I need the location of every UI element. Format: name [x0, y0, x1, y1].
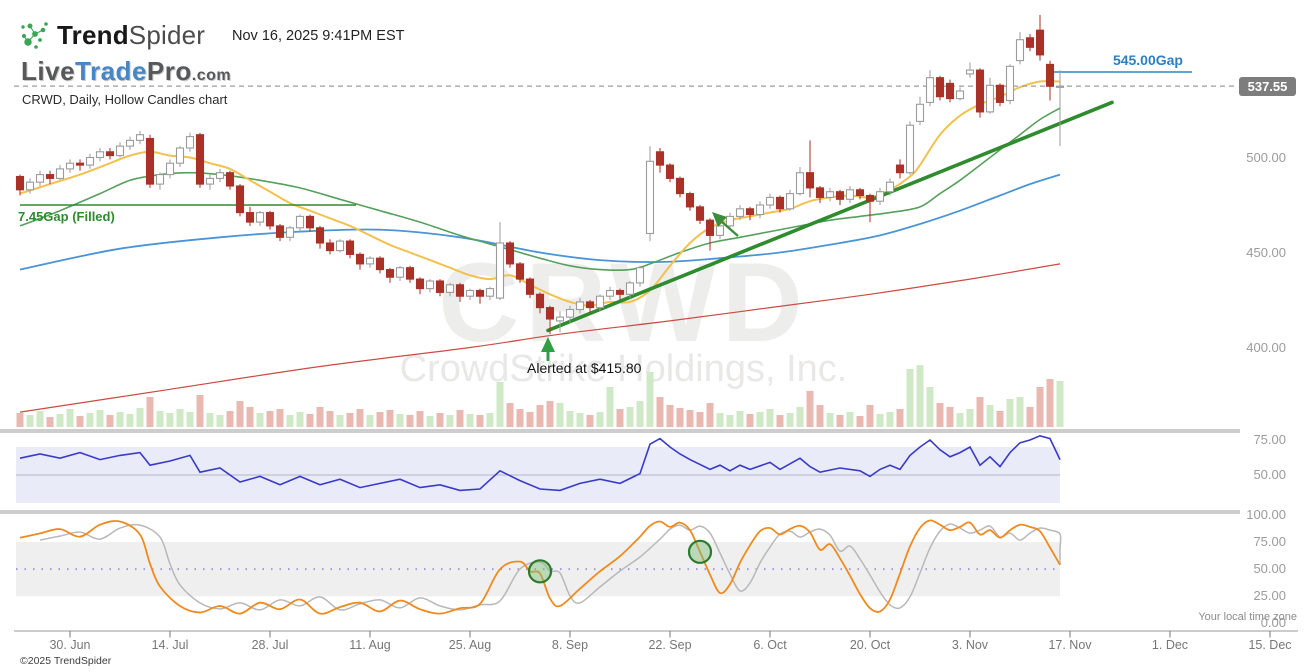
ma-mid-line: [19, 173, 1061, 271]
x-axis-label: 8. Sep: [551, 638, 589, 652]
livetradepro-logo: LiveTradePro.com: [21, 56, 231, 87]
alert-annotation: Alerted at $415.80: [527, 360, 642, 376]
x-axis-label: 15. Dec: [1248, 638, 1292, 652]
chart-timestamp: Nov 16, 2025 9:41PM EST: [232, 28, 405, 44]
axis-tick-label: 400.00: [1246, 339, 1286, 355]
pullback-arrow-icon: [712, 212, 727, 227]
ma-long-line: [19, 263, 1061, 413]
x-axis-label: 1. Dec: [1151, 638, 1189, 652]
annotation-lines-layer: [14, 71, 1237, 206]
stoch-k-line: [19, 519, 1061, 615]
alert-arrow-icon: [541, 337, 555, 352]
axis-tick-label: 25.00: [1253, 588, 1286, 604]
x-axis-label: 25. Aug: [448, 638, 492, 652]
x-axis-label: 6. Oct: [753, 638, 787, 652]
stoch-signal-circle[interactable]: [687, 539, 713, 564]
rsi-layer: [16, 434, 1061, 503]
x-axis-label: 30. Jun: [49, 638, 91, 652]
ltp-pro: Pro: [146, 56, 192, 86]
x-axis-label: 14. Jul: [151, 638, 189, 652]
x-axis-layer: [14, 630, 1298, 638]
moving-averages-layer: [19, 80, 1061, 413]
timezone-note: Your local time zone: [1198, 611, 1297, 623]
copyright: ©2025 TrendSpider: [20, 655, 112, 667]
chart-title: CRWD, Daily, Hollow Candles chart: [22, 92, 228, 107]
axis-tick-label: 75.00: [1253, 534, 1286, 550]
axis-tick-label: 75.00: [1253, 432, 1286, 447]
ltp-dotcom: .com: [191, 67, 232, 84]
brand-trend: Trend: [57, 19, 129, 50]
stoch-signal-circle[interactable]: [527, 559, 553, 584]
trendline-layer: [546, 100, 1114, 333]
panel-divider-stoch[interactable]: [0, 510, 1240, 514]
x-axis-label: 11. Aug: [349, 638, 391, 652]
axis-tick-label: 100.00: [1246, 507, 1286, 522]
candles-layer: [15, 15, 1065, 335]
x-axis-label: 28. Jul: [251, 638, 289, 652]
x-axis-label: 3. Nov: [951, 638, 989, 652]
x-axis-label: 20. Oct: [849, 638, 891, 652]
axis-tick-label: 50.00: [1253, 561, 1286, 577]
gap-upper-label: 545.00Gap: [1112, 52, 1183, 68]
x-axis-label: 17. Nov: [1048, 638, 1092, 652]
gap-lower-label: 7.45Gap (Filled): [18, 209, 115, 224]
last-price-badge: 537.55: [1239, 77, 1296, 96]
axis-tick-label: 500.00: [1246, 149, 1286, 165]
ma-slow-line: [19, 107, 1061, 271]
markers-layer: [541, 212, 739, 361]
ltp-live: Live: [21, 56, 76, 86]
volume-layer: [16, 365, 1064, 427]
stoch-d-line: [39, 523, 1062, 611]
axis-tick-label: 450.00: [1246, 244, 1286, 260]
axis-tick-label: 50.00: [1253, 467, 1286, 482]
trendspider-logo: TrendSpider: [20, 18, 205, 52]
panel-divider-rsi[interactable]: [0, 429, 1240, 433]
x-axis-label: 22. Sep: [648, 638, 692, 652]
trendline: [546, 100, 1114, 333]
ma-fast-line: [19, 80, 1061, 307]
trendspider-logo-icon: [21, 22, 48, 49]
brand-text: TrendSpider: [57, 20, 205, 51]
axis-tick-label: 0.00: [1260, 615, 1286, 631]
watermark-name: CrowdStrike Holdings, Inc.: [399, 348, 848, 390]
brand-spider: Spider: [128, 19, 206, 50]
rsi-line: [19, 434, 1061, 492]
stoch-layer: [16, 519, 1062, 615]
ltp-trade: Trade: [75, 56, 147, 86]
